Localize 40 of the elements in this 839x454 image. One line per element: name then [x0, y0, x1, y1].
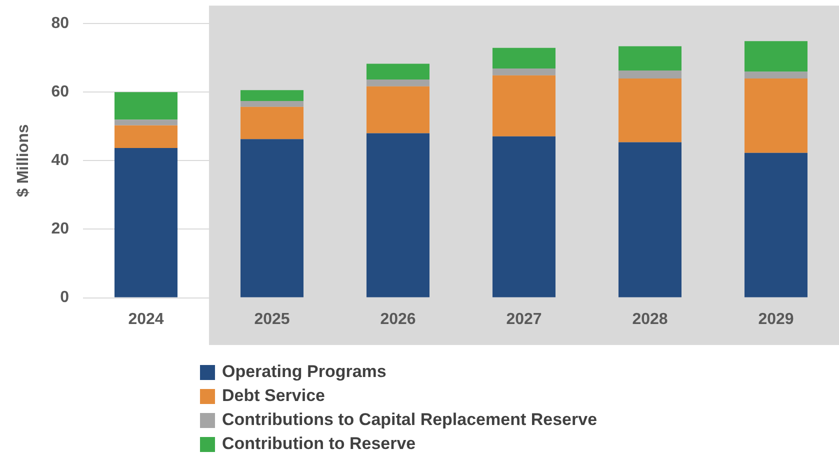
- bar: [114, 120, 178, 126]
- legend-label: Contribution to Reserve: [222, 434, 416, 454]
- bar: [114, 148, 178, 298]
- bar: [492, 136, 556, 298]
- y-tick-label: 20: [51, 220, 70, 238]
- x-tick-label: 2028: [632, 310, 668, 328]
- bar: [240, 90, 304, 102]
- y-tick-label: 0: [60, 289, 70, 306]
- bar: [366, 79, 430, 86]
- bar: [366, 86, 430, 134]
- y-axis-title: $ Millions: [15, 124, 32, 198]
- bar: [744, 41, 808, 72]
- bar: [492, 68, 556, 76]
- y-tick-label: 80: [51, 15, 70, 32]
- legend-label: Contributions to Capital Replacement Reserve: [222, 410, 598, 430]
- bar: [114, 92, 178, 120]
- bar: [114, 125, 178, 148]
- bar: [744, 78, 808, 153]
- bar: [618, 70, 682, 78]
- bar: [366, 133, 430, 298]
- x-tick-label: 2027: [506, 310, 542, 328]
- bar: [744, 152, 808, 298]
- bar: [744, 72, 808, 78]
- y-tick-label: 40: [51, 152, 70, 170]
- bar: [618, 46, 682, 71]
- x-tick-label: 2029: [758, 310, 794, 328]
- bar: [240, 106, 304, 140]
- bar: [366, 64, 430, 80]
- bar: [618, 78, 682, 142]
- bar: [240, 139, 304, 298]
- y-tick-label: 60: [51, 84, 70, 101]
- legend-label: Operating Programs: [222, 362, 386, 382]
- bar: [492, 75, 556, 136]
- bar: [240, 101, 304, 107]
- x-tick-label: 2026: [380, 310, 416, 328]
- x-tick-label: 2024: [128, 310, 164, 328]
- x-tick-label: 2025: [254, 310, 290, 328]
- bar: [618, 142, 682, 298]
- legend-label: Debt Service: [222, 386, 325, 406]
- bar: [492, 48, 556, 68]
